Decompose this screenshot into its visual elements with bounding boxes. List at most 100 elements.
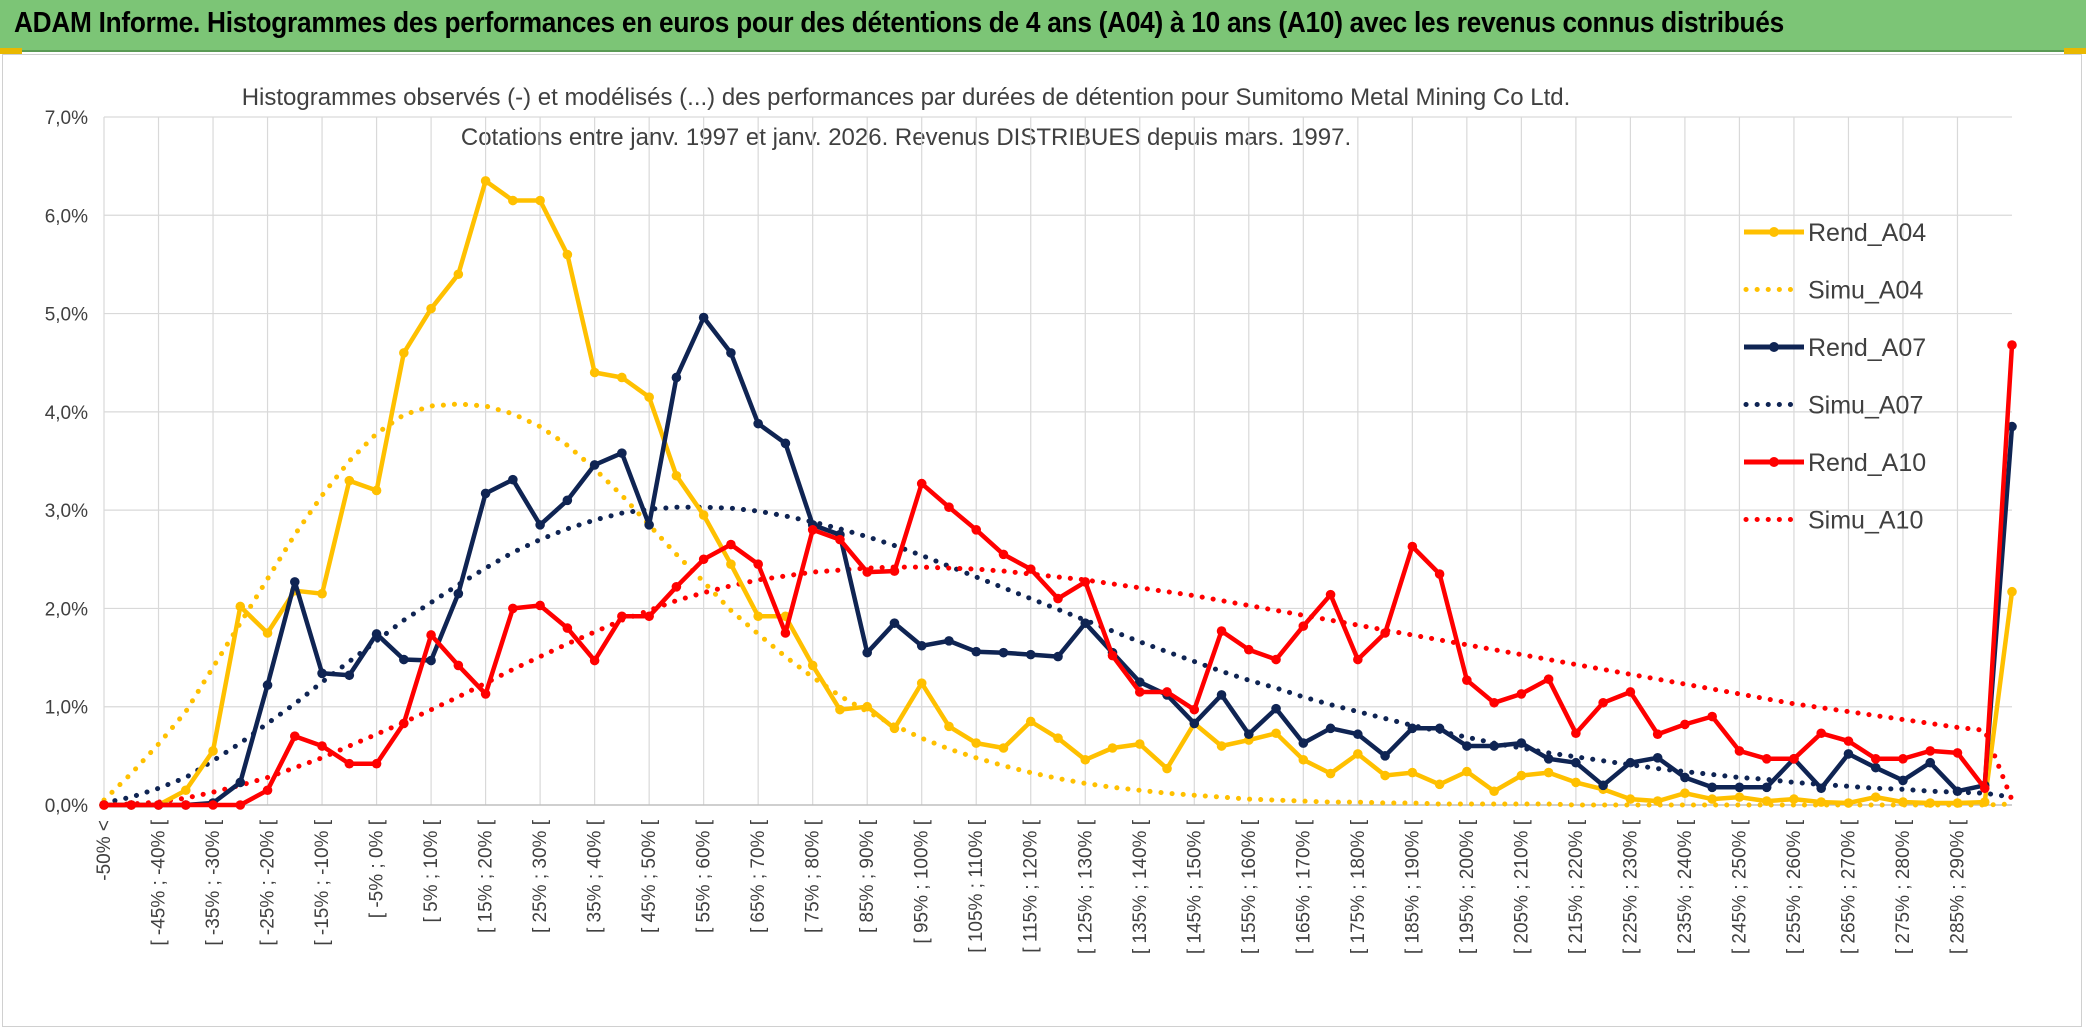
data-point-rend_a10 <box>1870 754 1881 764</box>
data-point-rend_a10 <box>99 800 109 810</box>
data-point-rend_a10 <box>671 582 682 592</box>
x-tick-label: -50% < <box>94 820 115 881</box>
data-point-rend_a07 <box>1734 782 1745 793</box>
gridlines <box>103 116 2012 805</box>
data-point-rend_a04 <box>1898 797 1908 807</box>
data-point-rend_a07 <box>1325 723 1336 734</box>
data-point-rend_a04 <box>1025 716 1036 727</box>
data-point-rend_a07 <box>317 668 327 679</box>
data-point-rend_a10 <box>1816 728 1826 739</box>
data-point-rend_a07 <box>535 520 545 530</box>
x-tick-label: [ 175% ; 180% [ <box>1348 819 1369 954</box>
data-point-rend_a10 <box>1162 687 1172 697</box>
x-tick-label: [ 55% ; 60% [ <box>694 819 715 933</box>
data-point-rend_a04 <box>480 176 491 186</box>
x-tick-label: [ 195% ; 200% [ <box>1457 819 1478 954</box>
data-point-rend_a04 <box>589 367 600 378</box>
data-point-rend_a10 <box>589 655 600 666</box>
data-point-rend_a04 <box>644 392 654 402</box>
x-tick-label: [ 115% ; 120% [ <box>1021 819 1042 952</box>
data-point-rend_a07 <box>508 474 518 485</box>
data-point-rend_a07 <box>1489 741 1499 751</box>
series-line-simu_a07 <box>101 504 2015 806</box>
data-point-rend_a04 <box>998 743 1009 753</box>
y-tick-label: 1,0% <box>45 698 88 719</box>
data-point-rend_a10 <box>1489 697 1499 708</box>
data-point-rend_a10 <box>1598 697 1608 708</box>
data-point-rend_a10 <box>1898 754 1908 764</box>
data-point-rend_a10 <box>1271 654 1281 665</box>
data-point-rend_a10 <box>916 478 927 489</box>
x-tick-label: [ 25% ; 30% [ <box>530 819 551 933</box>
data-point-rend_a10 <box>453 660 464 671</box>
data-point-rend_a10 <box>1107 650 1118 661</box>
data-point-rend_a10 <box>1571 728 1581 739</box>
data-point-rend_a04 <box>1734 792 1745 802</box>
chart-frame <box>2 54 2082 1027</box>
data-point-rend_a07 <box>1816 783 1826 794</box>
data-point-rend_a10 <box>726 539 736 550</box>
x-tick-label: [ 235% ; 240% [ <box>1675 819 1696 954</box>
data-point-rend_a04 <box>426 303 436 314</box>
data-point-rend_a04 <box>944 721 954 732</box>
data-point-rend_a04 <box>2007 586 2017 597</box>
data-point-rend_a07 <box>1407 723 1418 734</box>
data-point-rend_a10 <box>1244 644 1254 655</box>
data-point-rend_a10 <box>1789 754 1799 764</box>
data-point-rend_a10 <box>1025 564 1036 574</box>
data-point-rend_a04 <box>1216 741 1227 751</box>
data-point-rend_a04 <box>453 269 464 280</box>
data-point-rend_a10 <box>180 800 191 810</box>
data-point-rend_a10 <box>344 758 355 769</box>
data-point-rend_a10 <box>1134 687 1145 697</box>
data-point-rend_a04 <box>1489 786 1499 797</box>
data-point-rend_a04 <box>371 485 382 496</box>
x-tick-label: [ 5% ; 10% [ <box>421 819 442 922</box>
data-point-rend_a04 <box>1407 767 1418 778</box>
data-point-rend_a10 <box>1053 593 1063 604</box>
data-point-rend_a04 <box>1979 797 1990 807</box>
data-point-rend_a04 <box>508 195 518 206</box>
y-tick-label: 5,0% <box>45 305 88 326</box>
data-point-rend_a04 <box>1707 794 1717 804</box>
y-tick-label: 4,0% <box>45 403 88 424</box>
x-tick-label: [ 95% ; 100% [ <box>912 819 933 943</box>
data-point-rend_a10 <box>126 800 137 810</box>
data-point-rend_a10 <box>862 567 872 577</box>
x-tick-label: [ 75% ; 80% [ <box>803 819 824 933</box>
y-tick-label: 6,0% <box>45 206 88 227</box>
y-tick-label: 0,0% <box>45 796 88 817</box>
data-point-rend_a07 <box>480 488 491 499</box>
data-point-rend_a10 <box>235 800 246 810</box>
data-point-rend_a10 <box>562 623 573 633</box>
y-tick-label: 7,0% <box>45 108 88 129</box>
data-point-rend_a10 <box>1298 621 1309 631</box>
data-point-rend_a04 <box>1571 777 1581 788</box>
data-point-rend_a04 <box>1843 798 1854 808</box>
data-point-rend_a04 <box>1789 794 1799 804</box>
data-point-rend_a07 <box>1952 786 1963 797</box>
legend-label-simu_a07: Simu_A07 <box>1808 392 1923 420</box>
data-point-rend_a04 <box>617 372 627 383</box>
data-point-rend_a07 <box>262 680 273 690</box>
axes: 0,0% 1,0% 2,0% 3,0% 4,0% 5,0% 6,0% 7,0% -50% < [ … <box>45 108 2012 954</box>
data-point-rend_a10 <box>998 549 1009 560</box>
data-point-rend_a04 <box>1870 792 1881 802</box>
data-point-rend_a04 <box>1107 743 1118 753</box>
data-point-rend_a07 <box>1543 754 1554 764</box>
data-point-rend_a10 <box>1543 674 1554 684</box>
series-line-simu_a04 <box>101 401 2015 808</box>
data-point-rend_a10 <box>1407 541 1418 552</box>
legend-marker-rend_a07 <box>1769 342 1779 352</box>
data-point-rend_a07 <box>1516 738 1527 748</box>
data-point-rend_a07 <box>1707 782 1717 793</box>
data-point-rend_a10 <box>1325 589 1336 600</box>
data-point-rend_a10 <box>617 611 627 622</box>
data-point-rend_a10 <box>1353 654 1363 665</box>
y-tick-label: 2,0% <box>45 599 88 620</box>
chart-title: Histogrammes observés (-) et modélisés (… <box>242 84 1571 111</box>
data-point-rend_a04 <box>1134 739 1145 749</box>
data-point-rend_a07 <box>1134 677 1145 687</box>
data-point-rend_a04 <box>1625 794 1636 804</box>
x-tick-label: [ -5% ; 0% [ <box>367 819 388 918</box>
